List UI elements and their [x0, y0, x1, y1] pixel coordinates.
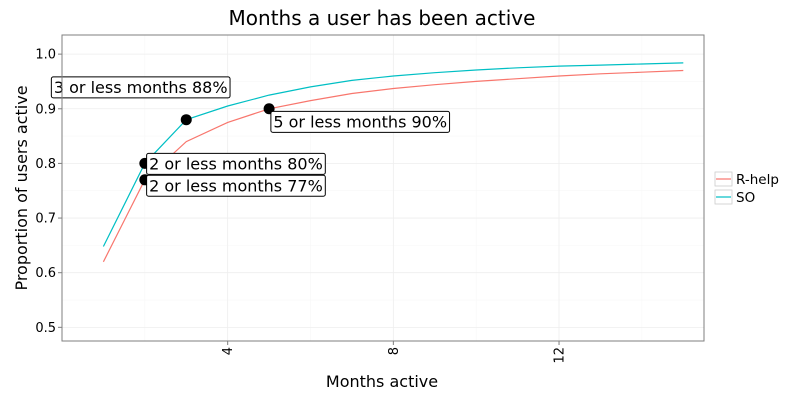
series-line-so: [102, 62, 684, 247]
chart-title: Months a user has been active: [229, 6, 536, 30]
legend-label: R-help: [736, 172, 779, 188]
y-tick-label: 0.9: [35, 102, 56, 117]
x-tick-label: 4: [221, 347, 236, 355]
y-tick-label: 0.6: [35, 266, 56, 281]
series-line-r-help: [102, 69, 684, 263]
annotation-box: [50, 76, 231, 99]
annotation-label: 3 or less months 88%: [54, 78, 228, 97]
annotation-box: [146, 174, 326, 197]
y-tick-label: 1.0: [35, 48, 56, 63]
plot-border: [61, 34, 705, 342]
annotation-box: [146, 152, 326, 175]
annotation-label: 5 or less months 90%: [273, 112, 447, 131]
highlight-point: [180, 114, 192, 126]
x-tick-label: 12: [553, 347, 568, 364]
y-tick-label: 0.5: [35, 321, 56, 336]
x-tick-label: 8: [387, 347, 402, 355]
y-axis-label: Proportion of users active: [12, 85, 31, 290]
annotation-label: 2 or less months 77%: [149, 176, 323, 195]
x-axis-label: Months active: [326, 372, 438, 391]
legend-label: SO: [736, 190, 755, 206]
y-tick-label: 0.8: [35, 157, 56, 172]
annotation-label: 2 or less months 80%: [149, 154, 323, 173]
y-tick-label: 0.7: [35, 212, 56, 227]
annotation-box: [270, 110, 451, 133]
